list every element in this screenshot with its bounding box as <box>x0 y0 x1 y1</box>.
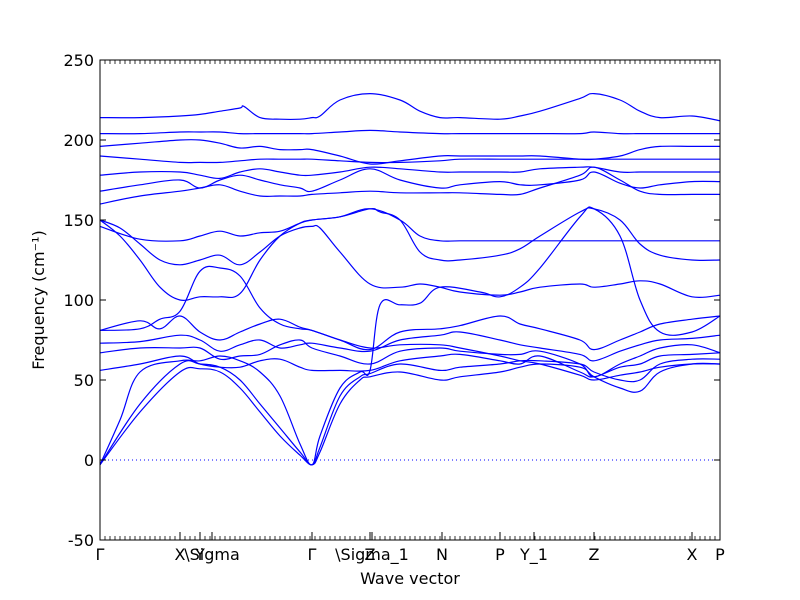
y-tick-label: 150 <box>63 211 94 230</box>
band-line-1 <box>99 362 721 466</box>
band-line-15 <box>99 155 720 164</box>
band-line-3 <box>99 206 721 466</box>
band-line-12 <box>99 166 720 205</box>
y-tick-label: 0 <box>84 451 94 470</box>
x-tick-label: Z <box>589 545 600 564</box>
band-line-17 <box>99 129 720 135</box>
y-tick-label: 100 <box>63 291 94 310</box>
band-line-7 <box>99 315 721 351</box>
y-axis-ticks: -50 0 50 100 150 200 250 <box>63 51 720 550</box>
x-axis-ticks: Γ X Y\Sigma Γ Z\Sigma_1 N P Y_1 Z X P <box>96 60 725 565</box>
band-lines <box>99 92 721 466</box>
x-tick-label: Y_1 <box>519 545 548 565</box>
band-line-10 <box>99 219 721 299</box>
band-line-5 <box>99 339 721 378</box>
x-tick-label: \Sigma <box>184 545 240 564</box>
x-tick-label: X <box>687 545 698 564</box>
x-tick-label: \Sigma_1 <box>335 545 409 565</box>
x-axis-label: Wave vector <box>360 569 460 588</box>
band-line-11 <box>99 208 720 242</box>
y-tick-label: 200 <box>63 131 94 150</box>
band-line-9 <box>99 207 721 301</box>
x-tick-label: Γ <box>308 545 317 564</box>
band-line-16 <box>99 138 720 165</box>
band-line-13 <box>99 168 721 193</box>
x-tick-label: Y <box>194 545 205 564</box>
band-line-6 <box>99 331 721 362</box>
x-tick-label: P <box>495 545 505 564</box>
x-tick-label: N <box>436 545 448 564</box>
x-tick-label: X <box>175 545 186 564</box>
y-axis-label: Frequency (cm⁻¹) <box>29 230 48 369</box>
band-line-2 <box>99 358 721 466</box>
y-tick-label: 50 <box>74 371 94 390</box>
x-tick-label: Z <box>365 545 376 564</box>
y-tick-label: 250 <box>63 51 94 70</box>
band-line-18 <box>99 92 721 122</box>
band-line-8 <box>99 265 721 381</box>
band-line-14 <box>99 166 720 180</box>
x-tick-label: Γ <box>96 545 105 564</box>
x-tick-label: P <box>715 545 725 564</box>
band-line-4 <box>99 352 721 378</box>
y-tick-label: -50 <box>68 531 94 550</box>
